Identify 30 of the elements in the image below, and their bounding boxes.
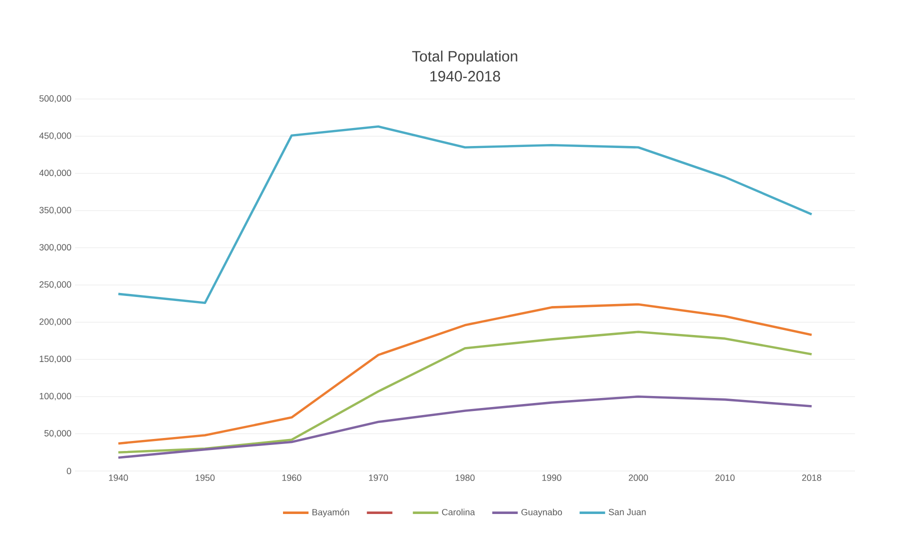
x-tick-label: 1950	[196, 474, 215, 481]
x-tick-label: 1990	[542, 474, 562, 481]
y-tick-label: 200,000	[40, 318, 72, 326]
line-series	[117, 330, 813, 454]
line-series	[117, 303, 813, 445]
legend-label: San Juan	[608, 508, 646, 516]
y-tick-label: 300,000	[39, 244, 72, 252]
x-tick-label: 2018	[802, 474, 822, 481]
x-tick-label: 1980	[456, 474, 475, 481]
y-tick-label: 350,000	[39, 206, 72, 214]
x-tick-label: 2000	[628, 474, 648, 481]
x-tick-label: 1970	[369, 474, 388, 481]
line-series	[117, 125, 813, 304]
legend-label: Guaynabo	[521, 508, 562, 518]
y-tick-label: 0	[66, 468, 72, 474]
y-tick-label: 50,000	[44, 430, 72, 438]
y-tick-label: 100,000	[40, 392, 72, 400]
chart-title: Total Population	[412, 50, 518, 65]
x-tick-label: 1960	[282, 474, 302, 481]
chart-subtitle: 1940-2018	[430, 70, 500, 82]
y-tick-label: 500,000	[39, 95, 72, 103]
y-tick-label: 450,000	[39, 132, 72, 140]
line-series	[117, 395, 813, 459]
y-tick-label: 250,000	[40, 281, 72, 289]
y-tick-label: 150,000	[40, 356, 72, 364]
y-tick-label: 400,000	[39, 170, 72, 178]
x-tick-label: 1940	[109, 474, 128, 481]
legend-label: Carolina	[442, 508, 475, 516]
x-tick-label: 2010	[715, 474, 735, 481]
legend-label: Bayamón	[312, 508, 350, 518]
